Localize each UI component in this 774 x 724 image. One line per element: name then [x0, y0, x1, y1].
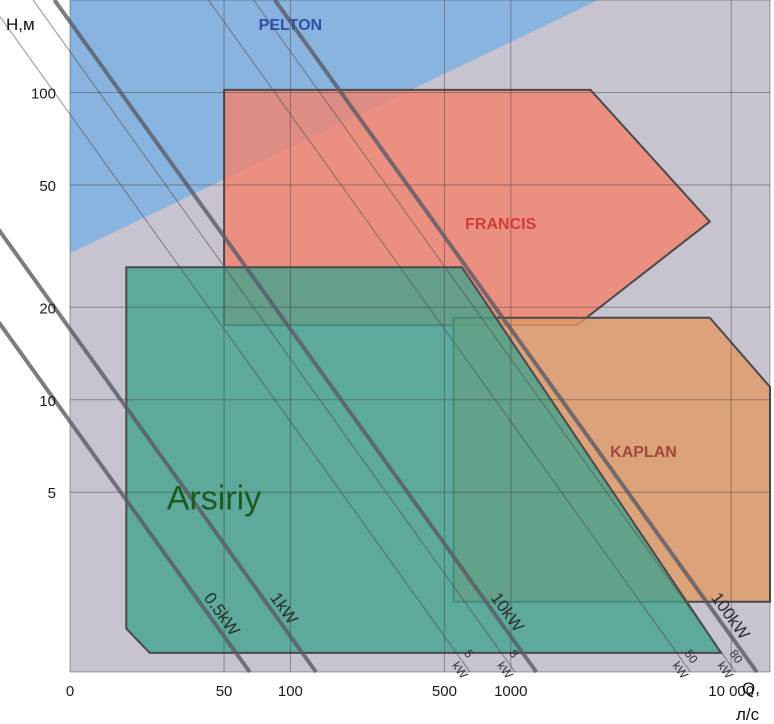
x-axis-title: Q, — [742, 679, 760, 698]
y-tick-label: 100 — [31, 85, 56, 102]
power-line — [207, 0, 691, 673]
x-tick-label: 50 — [216, 683, 233, 700]
arsiriy-label: Arsiriy — [167, 479, 261, 517]
power-line — [0, 228, 318, 674]
kaplan-label: KAPLAN — [610, 444, 677, 461]
power-line — [252, 0, 736, 673]
turbine-regions — [70, 0, 771, 654]
x-tick-label: 1000 — [494, 683, 527, 700]
y-axis-title: H,м — [6, 15, 35, 34]
y-tick-label: 10 — [39, 393, 56, 410]
pelton-label: PELTON — [259, 17, 322, 34]
x-tick-label: 100 — [278, 683, 303, 700]
y-tick-label: 20 — [39, 300, 56, 317]
power-line — [32, 0, 516, 673]
chart-labels: PELTON FRANCIS KAPLAN Arsiriy — [167, 17, 677, 518]
axis-ticks: 0 50 100 500 1000 10 000 5 10 20 50 100 H,м Q, л/с — [6, 15, 760, 724]
francis-label: FRANCIS — [465, 216, 536, 233]
x-tick-label: 500 — [432, 683, 457, 700]
x-axis-unit: л/с — [736, 705, 760, 724]
grid-lines — [69, 0, 771, 673]
power-line — [273, 0, 759, 674]
y-tick-label: 5 — [48, 485, 56, 502]
y-tick-label: 50 — [39, 178, 56, 195]
power-line — [0, 320, 252, 674]
power-line — [52, 0, 539, 674]
x-tick-label: 10 000 — [708, 683, 754, 700]
x-tick-label: 0 — [66, 683, 74, 700]
arsiriy-region — [125, 266, 723, 654]
power-line — [0, 15, 471, 673]
